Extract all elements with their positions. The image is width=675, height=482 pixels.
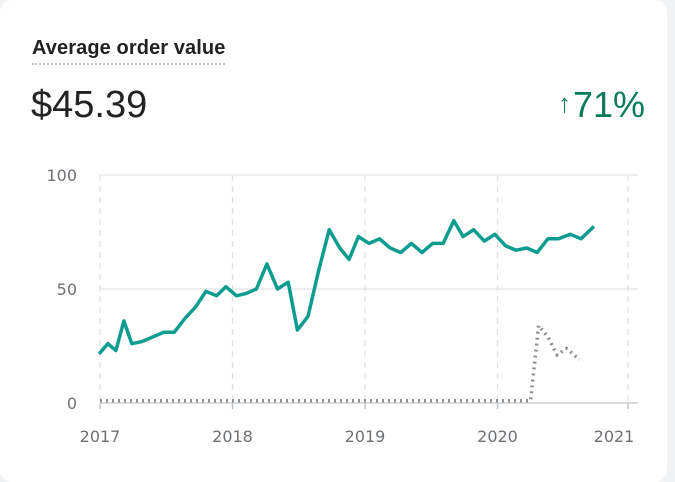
x-tick-label: 2021 — [594, 427, 635, 446]
metric-value: $45.39 — [31, 84, 148, 126]
x-tick-label: 2018 — [212, 427, 253, 446]
metric-change: ↑ 71% — [558, 82, 645, 128]
arrow-up-icon: ↑ — [557, 88, 571, 118]
x-tick-label: 2017 — [80, 427, 121, 446]
series-line-current — [98, 218, 595, 355]
y-tick-label: 50 — [57, 280, 77, 299]
y-tick-label: 0 — [67, 394, 77, 413]
scrollbar[interactable] — [667, 0, 675, 482]
change-percent: 71% — [572, 84, 645, 125]
x-tick-label: 2020 — [477, 427, 518, 446]
x-tick-label: 2019 — [345, 427, 386, 446]
card-title[interactable]: Average order value — [32, 37, 226, 65]
chart-axes — [99, 402, 638, 409]
series-line-comparison — [100, 323, 581, 403]
chart-tick-labels: 0 50 100 2017 2018 2019 2020 2021 — [46, 166, 634, 446]
y-tick-label: 100 — [46, 166, 77, 185]
chart-grid — [99, 174, 638, 404]
chart-series — [98, 218, 595, 403]
